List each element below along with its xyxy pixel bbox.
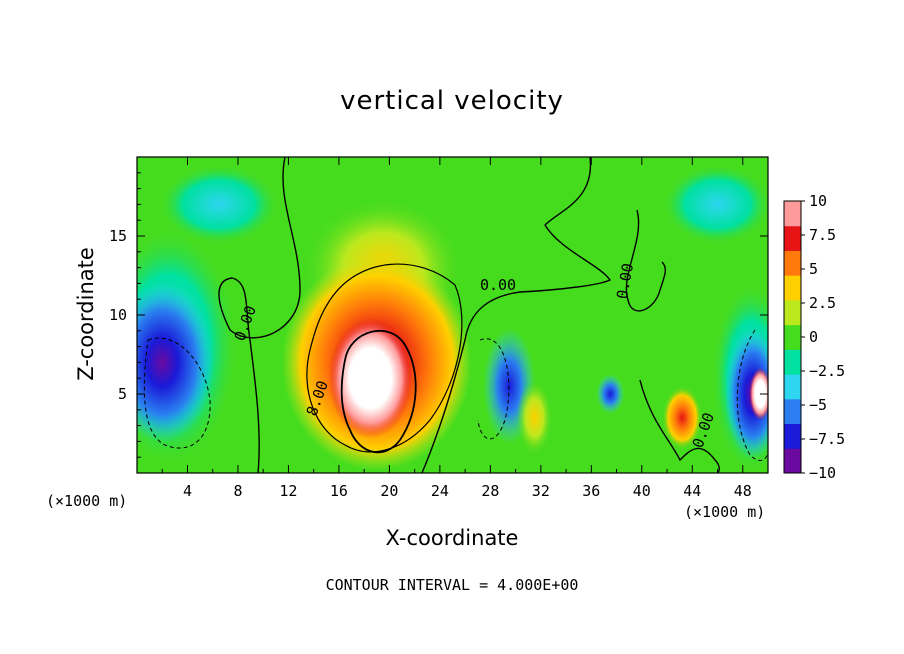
x-unit-label-left: (×1000 m)	[46, 492, 128, 510]
colorbar-tick-label: 2.5	[809, 294, 836, 312]
colorbar-segment	[784, 423, 801, 449]
x-tick-label: 8	[233, 482, 242, 500]
colorbar-tick-label: −10	[809, 464, 836, 482]
y-tick-label: 15	[109, 227, 127, 245]
downdraft-east	[724, 329, 768, 459]
colorbar-segment	[784, 398, 801, 425]
contour-line-negative-east	[736, 329, 769, 461]
x-tick-label: 24	[431, 482, 449, 500]
contour-line-1	[421, 156, 612, 474]
updraft-core	[328, 318, 413, 439]
downdraft-small	[596, 374, 625, 414]
colorbar-tick-label: −2.5	[809, 362, 845, 380]
x-tick-label: 48	[734, 482, 752, 500]
contour-line-core	[340, 329, 417, 454]
x-tick-label: 16	[330, 482, 348, 500]
contour-line-2	[625, 209, 667, 312]
heatmap-field	[137, 157, 768, 473]
colorbar-tick-label: 10	[809, 192, 827, 210]
colorbar-segment	[784, 299, 801, 326]
colorbar-segment	[784, 250, 801, 276]
x-tick-label: 20	[380, 482, 398, 500]
colorbar-segment	[784, 225, 801, 251]
x-axis-label: X-coordinate	[385, 526, 519, 550]
x-tick-label: 40	[633, 482, 651, 500]
x-tick-label: 12	[279, 482, 297, 500]
colorbar-tick-label: 5	[809, 260, 818, 278]
chart-title: vertical velocity	[340, 86, 564, 116]
upper-east-cyan	[662, 164, 768, 245]
contour-label: 0.00	[613, 262, 637, 301]
colorbar-segment	[784, 201, 801, 227]
contour-line-0	[218, 156, 301, 474]
colorbar-tick-label: −7.5	[809, 430, 845, 448]
x-tick-label: 36	[582, 482, 600, 500]
contour-label: 0.00	[480, 276, 516, 294]
y-tick-label: 5	[118, 385, 127, 403]
colorbar-segment	[784, 275, 801, 301]
contour-line-3	[639, 379, 720, 474]
updraft-east	[662, 385, 703, 450]
updraft-mid	[516, 379, 553, 456]
x-tick-label: 32	[532, 482, 550, 500]
contour-line-warm	[306, 263, 463, 453]
updraft-east-edge	[749, 368, 768, 420]
colorbar-tick-label: 0	[809, 328, 818, 346]
colorbar-segment	[784, 374, 801, 400]
downdraft-west	[137, 282, 215, 443]
x-tick-label: 44	[683, 482, 701, 500]
colorbar-segment	[784, 349, 801, 375]
upper-west-cyan	[159, 164, 280, 245]
contour-line-negative-west	[143, 337, 211, 449]
x-tick-label: 4	[183, 482, 192, 500]
colorbar-segment	[784, 324, 801, 350]
x-tick-label: 28	[481, 482, 499, 500]
contour-interval-note: CONTOUR INTERVAL = 4.000E+00	[325, 576, 579, 594]
colorbar-tick-label: 7.5	[809, 226, 836, 244]
colorbar-tick-label: −5	[809, 396, 827, 414]
colorbar-segment	[784, 448, 801, 474]
y-tick-label: 10	[109, 306, 127, 324]
x-unit-label-right: (×1000 m)	[684, 503, 766, 521]
